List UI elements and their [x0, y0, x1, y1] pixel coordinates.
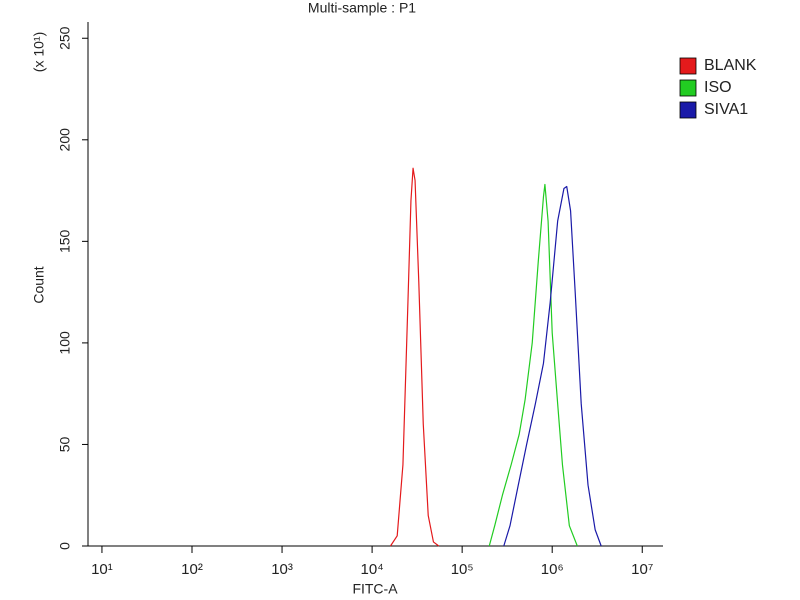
series-line: [503, 185, 602, 547]
series-line: [389, 167, 440, 547]
legend-label: ISO: [704, 79, 732, 96]
legend-swatch: [679, 101, 697, 119]
legend-swatch: [679, 57, 697, 75]
x-tick-label: 10⁵: [451, 561, 474, 578]
legend-label: BLANK: [704, 57, 757, 74]
x-axis-label: FITC-A: [352, 581, 398, 597]
y-tick-label: 200: [57, 128, 73, 152]
y-axis-label: Count: [31, 266, 47, 303]
x-tick-label: 10¹: [91, 561, 113, 578]
chart-title: Multi-sample : P1: [308, 0, 416, 16]
x-tick-label: 10⁶: [541, 561, 564, 578]
y-tick-label: 150: [57, 229, 73, 253]
x-tick-label: 10²: [181, 561, 203, 578]
x-tick-label: 10³: [271, 561, 293, 578]
legend-label: SIVA1: [704, 101, 748, 118]
x-tick-label: 10⁷: [631, 561, 653, 578]
legend-swatch: [679, 79, 697, 97]
y-tick-label: 50: [57, 436, 73, 452]
x-tick-label: 10⁴: [361, 561, 384, 578]
y-tick-label: 0: [57, 542, 73, 550]
y-multiplier: (x 10¹): [31, 32, 47, 72]
y-tick-label: 100: [57, 331, 73, 355]
series-line: [488, 183, 578, 547]
y-tick-label: 250: [57, 26, 73, 50]
